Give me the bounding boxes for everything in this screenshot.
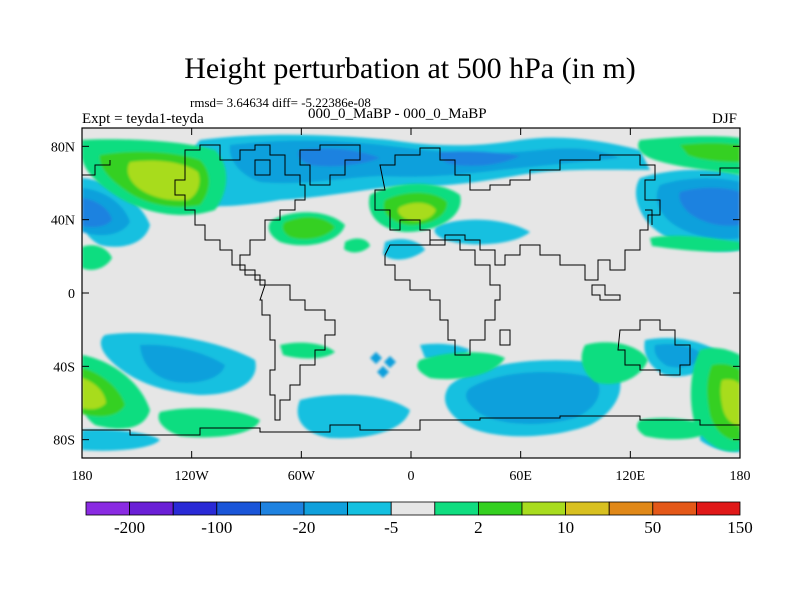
siberia-east-outline [700, 167, 740, 176]
colorbar-label: 150 [727, 518, 753, 537]
northern-negative-belt [184, 134, 650, 260]
x-tick-label: 0 [408, 469, 415, 484]
x-tick-label: 60W [288, 469, 316, 484]
rmsd-stats: rmsd= 3.64634 diff= -5.22386e-08 [190, 95, 371, 110]
hudson-bay-outline [254, 159, 271, 176]
alaska-west-outline [82, 160, 111, 176]
south-america-outline [259, 284, 336, 421]
pacific-negative-blobs [82, 169, 740, 252]
colorbar-label: 10 [557, 518, 574, 537]
colorbar-swatch [347, 501, 392, 516]
colorbar-swatch [521, 501, 566, 516]
axes: 80N 40N 0 40S 80S 180 120W 60W 0 60E 120E 180 [51, 128, 751, 484]
colorbar-swatch [565, 501, 610, 516]
madagascar-outline [499, 329, 511, 346]
x-tick-label: 120E [616, 469, 646, 484]
north-america-outline [174, 144, 306, 286]
colorbar-label: 50 [644, 518, 661, 537]
contour-field [82, 128, 740, 458]
colorbar-swatch [259, 501, 305, 516]
eurasia-outline [374, 147, 661, 281]
x-tick-label: 180 [730, 469, 751, 484]
colorbar-swatch [85, 501, 130, 516]
colorbar-swatch [129, 501, 174, 516]
colorbar-label: -5 [384, 518, 398, 537]
y-tick-label: 40S [53, 360, 75, 375]
southern-positive-blobs [82, 342, 740, 452]
y-tick-label: 0 [68, 287, 75, 302]
southern-negative-blobs [82, 332, 740, 452]
colorbar: -200 -100 -20 -5 2 10 50 150 [85, 501, 753, 537]
x-tick-label: 180 [72, 469, 93, 484]
y-tick-label: 40N [51, 214, 75, 229]
greenland-outline [299, 144, 361, 186]
y-tick-label: 80S [53, 434, 75, 449]
y-tick-label: 80N [51, 140, 75, 155]
colorbar-swatch [652, 501, 697, 516]
colorbar-swatch [390, 501, 436, 516]
plot-title: Height perturbation at 500 hPa (in m) [184, 52, 636, 85]
x-tick-label: 60E [509, 469, 532, 484]
colorbar-swatch [696, 501, 741, 516]
coastlines [82, 144, 740, 436]
japan-outline [645, 209, 653, 225]
colorbar-swatch [303, 501, 348, 516]
season-label: DJF [712, 111, 738, 127]
colorbar-swatch [172, 501, 218, 516]
experiment-label: Expt = teyda1-teyda [82, 111, 204, 127]
northern-positive-blobs [82, 136, 740, 270]
colorbar-label: -20 [293, 518, 316, 537]
africa-outline [384, 239, 501, 356]
colorbar-label: -100 [201, 518, 232, 537]
colorbar-swatch [608, 501, 654, 516]
antarctica-outline [82, 415, 740, 436]
case-label: 000_0_MaBP - 000_0_MaBP [308, 106, 487, 122]
colorbar-label: 2 [474, 518, 483, 537]
colorbar-label: -200 [114, 518, 145, 537]
indonesia-outline [591, 284, 621, 301]
australia-outline [617, 319, 691, 376]
colorbar-swatch [477, 501, 523, 516]
colorbar-swatch [434, 501, 479, 516]
colorbar-swatch [216, 501, 261, 516]
x-tick-label: 120W [175, 469, 210, 484]
